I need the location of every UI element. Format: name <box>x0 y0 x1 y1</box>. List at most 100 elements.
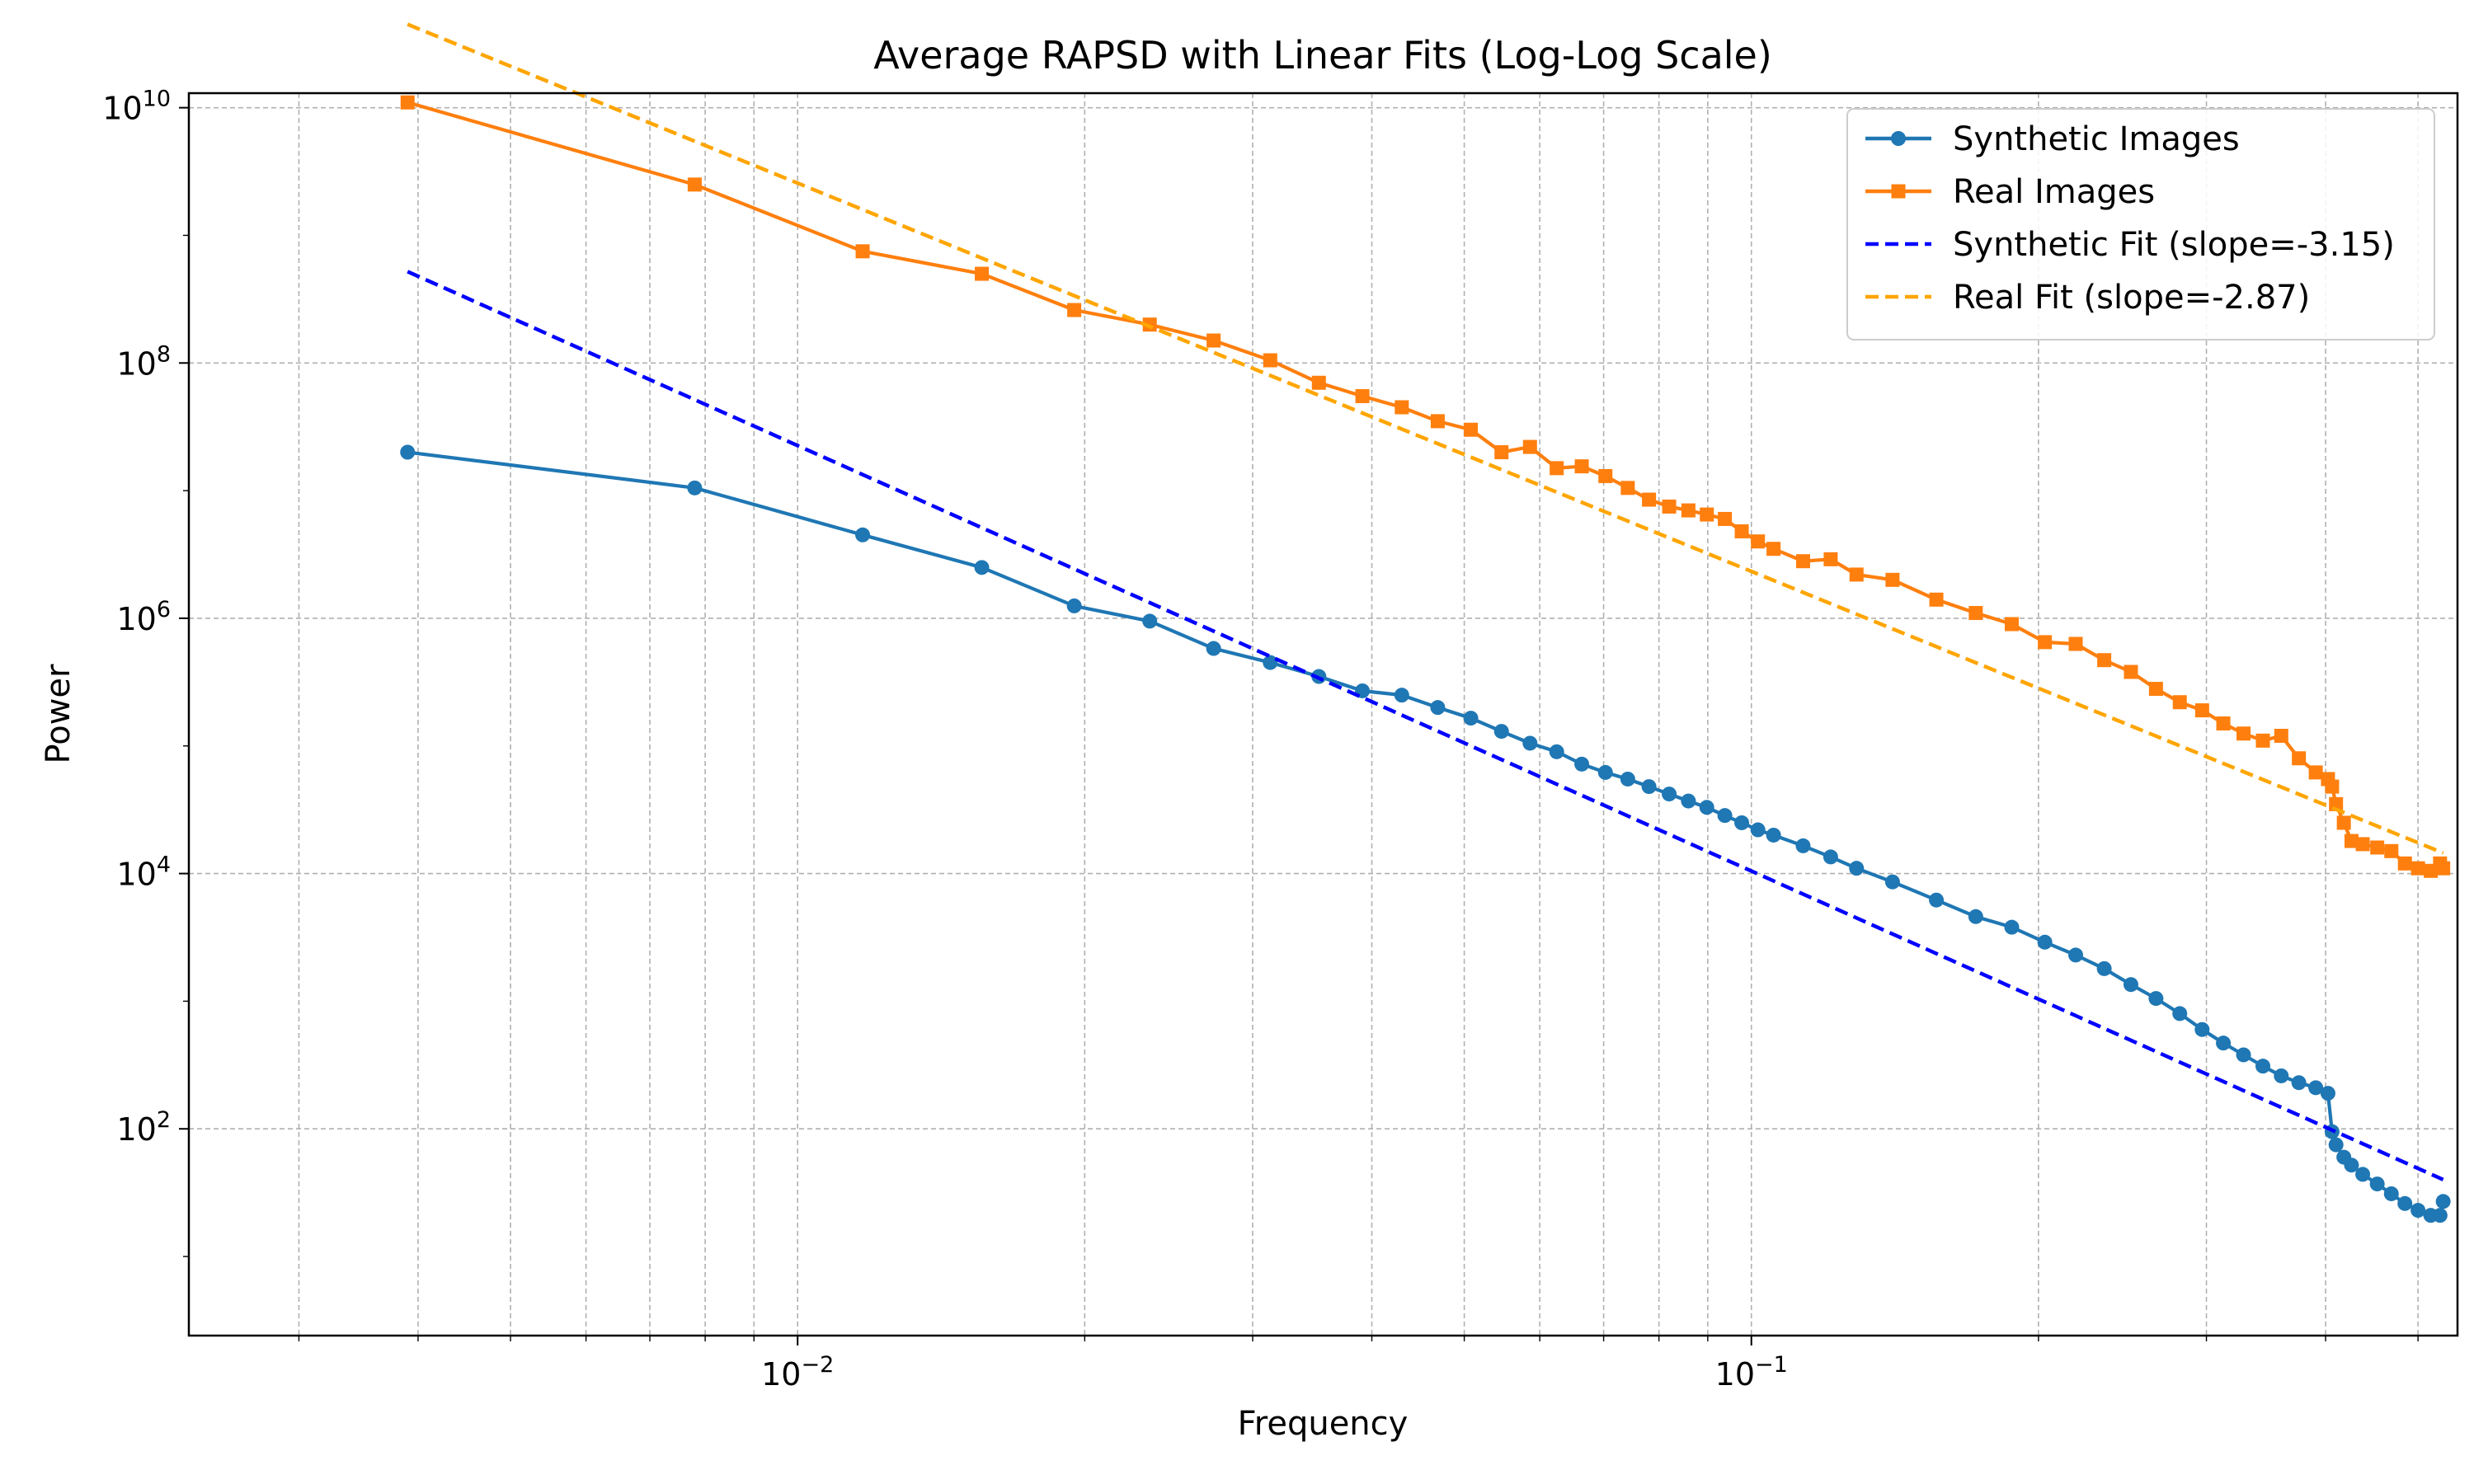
data-point <box>855 244 870 259</box>
data-point <box>1823 552 1838 566</box>
data-point <box>2038 635 2053 650</box>
data-point <box>2194 703 2209 718</box>
data-point <box>2124 665 2138 679</box>
x-axis-label: Frequency <box>1238 1405 1409 1443</box>
legend-frame <box>1846 108 2435 340</box>
data-point <box>2369 1176 2385 1192</box>
data-point <box>1522 735 1538 751</box>
data-point <box>2328 1137 2344 1153</box>
series-1 <box>400 444 2451 1223</box>
data-point <box>1849 567 1864 582</box>
data-point <box>2148 682 2163 697</box>
data-point <box>1142 613 1158 629</box>
data-point <box>2397 856 2412 871</box>
data-point <box>1795 838 1811 853</box>
y-tick-label-exponent: 6 <box>157 597 171 622</box>
legend-label: Real Fit (slope=-2.87) <box>1953 279 2310 317</box>
data-point <box>2344 1158 2359 1173</box>
data-point <box>2384 843 2399 858</box>
data-point <box>2068 636 2083 651</box>
data-point <box>1493 724 1509 740</box>
y-tick-label-base: 10 <box>116 1111 156 1148</box>
data-point <box>1849 861 1865 876</box>
data-point <box>1206 641 1221 656</box>
x-tick-label-exponent: −1 <box>1755 1352 1788 1378</box>
data-point <box>1751 534 1766 549</box>
data-point <box>1430 414 1445 429</box>
data-point <box>1430 700 1446 716</box>
series-2 <box>400 95 2451 878</box>
y-tick-label-base: 10 <box>116 857 156 893</box>
data-point <box>2096 960 2112 976</box>
data-point <box>2255 1059 2270 1074</box>
data-point <box>1574 459 1589 474</box>
data-point <box>1734 524 1749 538</box>
data-point <box>1463 711 1479 726</box>
data-point <box>1929 892 1945 908</box>
data-point <box>1929 592 1944 607</box>
y-tick-label: 108 <box>116 341 171 382</box>
y-tick-label-exponent: 2 <box>157 1107 171 1133</box>
data-point <box>2325 779 2340 794</box>
data-point <box>1766 827 1781 843</box>
y-tick-label: 104 <box>116 852 171 893</box>
data-point <box>2172 1006 2188 1021</box>
y-tick-label: 102 <box>116 1107 171 1148</box>
data-point <box>1550 461 1564 476</box>
data-point <box>2344 834 2359 848</box>
data-point <box>2355 1167 2371 1182</box>
data-point <box>1884 874 1900 890</box>
y-tick-label-base: 10 <box>116 345 156 382</box>
data-point <box>2432 1208 2448 1223</box>
data-point <box>2037 934 2053 950</box>
data-point <box>2397 1195 2413 1211</box>
chart-title: Average RAPSD with Linear Fits (Log-Log … <box>873 33 1772 77</box>
data-point <box>1394 688 1409 703</box>
data-point <box>1718 511 1733 526</box>
x-tick-label: 10−1 <box>1715 1352 1788 1392</box>
data-point <box>2320 1086 2335 1101</box>
data-point <box>2236 1047 2251 1063</box>
data-point <box>1968 606 1983 621</box>
data-point <box>2308 765 2323 780</box>
data-point <box>2411 1203 2426 1219</box>
data-point <box>1395 400 1409 415</box>
data-point <box>1662 787 1677 802</box>
data-point <box>1681 793 1696 809</box>
y-tick-label-exponent: 8 <box>157 341 171 367</box>
data-point <box>2123 977 2138 993</box>
data-point <box>1750 822 1766 838</box>
legend-label: Synthetic Images <box>1953 120 2240 158</box>
data-point <box>1598 468 1613 483</box>
data-point <box>1766 542 1781 556</box>
data-point <box>975 266 990 281</box>
data-point <box>2274 1068 2289 1083</box>
data-point <box>2308 1080 2324 1096</box>
legend-marker <box>1891 131 1906 146</box>
y-axis-label: Power <box>40 664 78 763</box>
data-point <box>2274 728 2288 743</box>
data-point <box>1620 481 1635 495</box>
axes-frame <box>187 92 2459 1337</box>
data-point <box>2291 1075 2307 1091</box>
data-point <box>2370 840 2385 855</box>
y-tick-label: 1010 <box>102 87 171 127</box>
data-point <box>2216 716 2231 730</box>
data-point <box>2097 653 2112 668</box>
data-point <box>1263 655 1278 670</box>
series-line <box>407 450 2445 1218</box>
x-tick-label-base: 10 <box>761 1356 801 1392</box>
data-point <box>2216 1036 2232 1051</box>
data-point <box>1549 744 1564 759</box>
data-point <box>1574 756 1590 772</box>
legend-marker <box>1891 184 1906 199</box>
y-tick-label-exponent: 4 <box>157 852 171 878</box>
data-point <box>1066 598 1082 613</box>
data-point <box>2148 991 2164 1007</box>
data-point <box>1699 800 1714 815</box>
x-tick-label-base: 10 <box>1715 1356 1755 1392</box>
legend-entry: Synthetic Fit (slope=-3.15) <box>1865 226 2395 264</box>
data-point <box>1968 909 1983 924</box>
legend-label: Synthetic Fit (slope=-3.15) <box>1953 226 2395 264</box>
